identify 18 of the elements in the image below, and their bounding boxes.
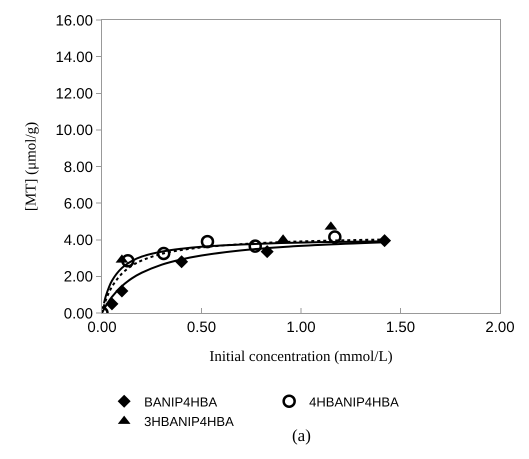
legend-label: 3HBANIP4HBA [144,414,234,430]
y-tick-label: 12.00 [55,86,93,102]
y-tick-label: 16.00 [55,12,93,30]
x-axis-title: Initial concentration (mmol/L) [209,349,393,365]
y-tick-label: 6.00 [64,195,93,212]
text: (a) [292,426,311,445]
y-tick-label: 10.00 [55,122,93,140]
y-tick-label: 14.00 [55,48,93,66]
x-tick-label: 2.00 [485,319,515,336]
legend-label: BANIP4HBA [144,394,218,410]
legend-label: 4HBANIP4HBA [309,394,400,410]
x-tick-label: 1.50 [386,319,416,336]
y-axis-title: [MT] (μmol/g) [24,122,40,212]
y-tick-label: 4.00 [64,232,93,249]
x-tick-label: 0.50 [186,319,216,336]
y-tick-label: 2.00 [64,268,93,286]
x-tick-label: 1.00 [286,319,316,336]
y-tick-label: 8.00 [64,158,93,176]
